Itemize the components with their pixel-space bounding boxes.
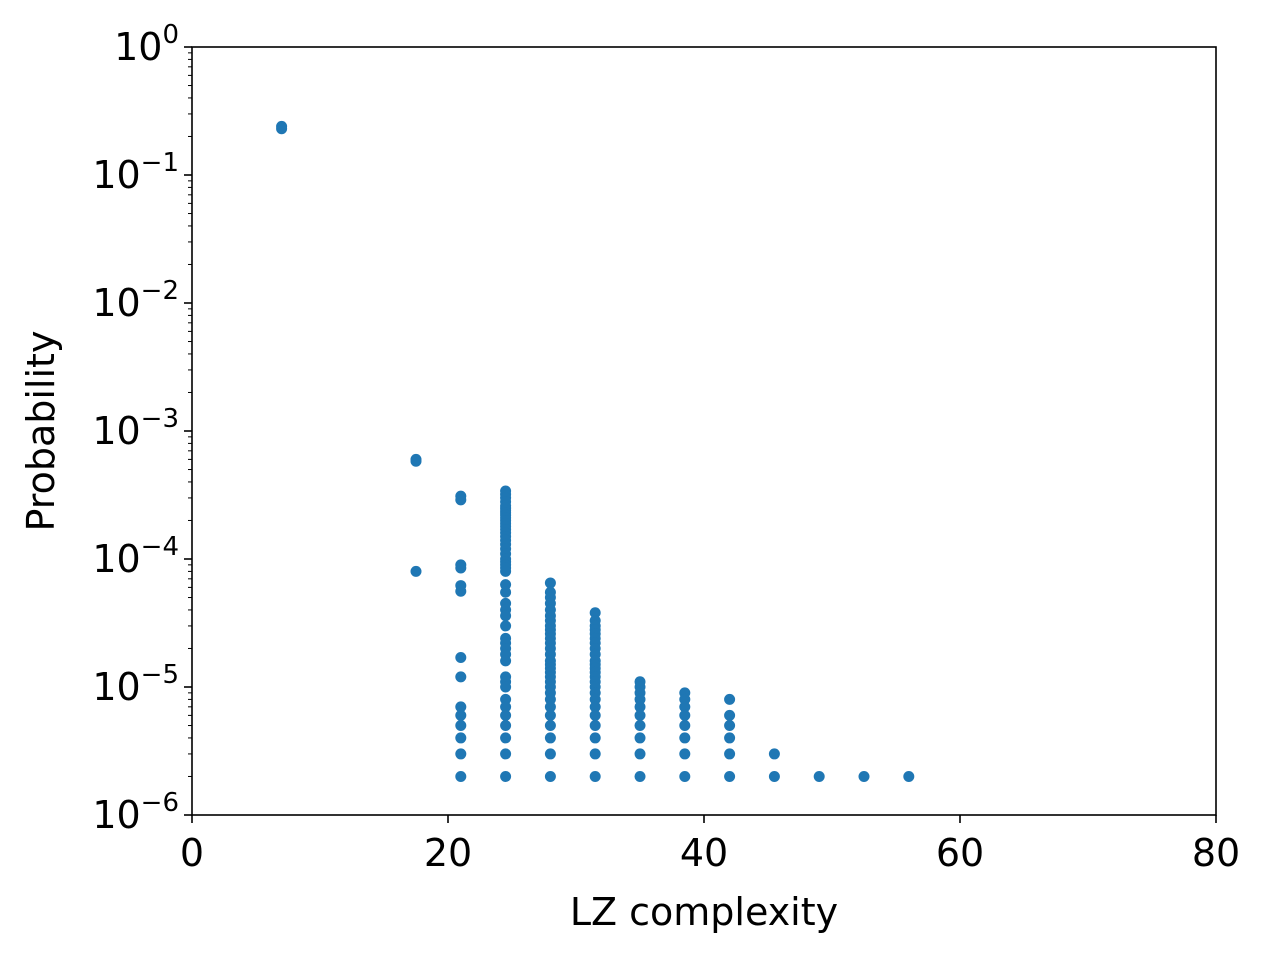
x-tick-label: 0	[180, 831, 204, 875]
data-point	[724, 770, 736, 782]
data-point	[544, 770, 556, 782]
y-tick-label: 10−6	[92, 788, 179, 837]
data-point	[589, 770, 601, 782]
data-point	[410, 565, 422, 577]
y-tick-label: 100	[114, 20, 179, 69]
data-point	[500, 579, 512, 591]
y-axis-label: Probability	[19, 331, 63, 532]
data-point	[500, 565, 512, 577]
data-point	[500, 748, 512, 760]
data-point	[589, 732, 601, 744]
x-tick-label: 20	[424, 831, 472, 875]
data-point	[634, 720, 646, 732]
data-point	[679, 732, 691, 744]
data-point	[500, 681, 512, 693]
data-point	[455, 671, 467, 683]
data-point	[455, 562, 467, 574]
data-point	[500, 732, 512, 744]
data-point	[589, 748, 601, 760]
data-point	[903, 770, 915, 782]
x-tick-label: 60	[936, 831, 984, 875]
data-point	[500, 610, 512, 622]
data-point	[500, 709, 512, 721]
data-point	[724, 709, 736, 721]
y-tick-label: 10−1	[92, 148, 179, 197]
data-point	[634, 732, 646, 744]
data-point	[455, 585, 467, 597]
data-point	[634, 770, 646, 782]
y-tick-label: 10−3	[92, 404, 179, 453]
data-point	[276, 123, 288, 135]
data-point	[679, 701, 691, 713]
data-point	[679, 709, 691, 721]
data-point	[679, 748, 691, 760]
y-tick-label: 10−2	[92, 276, 179, 325]
data-point	[455, 494, 467, 506]
data-point	[544, 720, 556, 732]
data-point	[500, 655, 512, 667]
data-point	[500, 586, 512, 598]
data-point	[724, 693, 736, 705]
data-point	[455, 709, 467, 721]
data-point	[544, 701, 556, 713]
data-point	[544, 709, 556, 721]
data-point	[410, 455, 422, 467]
data-point	[589, 709, 601, 721]
data-point	[455, 748, 467, 760]
data-point	[500, 720, 512, 732]
data-point	[634, 701, 646, 713]
x-tick-label: 40	[680, 831, 728, 875]
x-axis-label: LZ complexity	[570, 890, 838, 934]
data-point	[589, 701, 601, 713]
data-point	[455, 720, 467, 732]
x-tick-label: 80	[1192, 831, 1240, 875]
data-point	[500, 701, 512, 713]
data-point	[679, 720, 691, 732]
data-point	[500, 770, 512, 782]
data-point	[679, 770, 691, 782]
data-point	[634, 709, 646, 721]
data-point	[589, 607, 601, 619]
y-tick-label: 10−5	[92, 660, 179, 709]
data-point	[813, 770, 825, 782]
data-point	[634, 748, 646, 760]
data-point	[455, 732, 467, 744]
points-layer	[276, 120, 915, 782]
data-point	[455, 770, 467, 782]
data-point	[544, 748, 556, 760]
data-point	[768, 748, 780, 760]
y-tick-label: 10−4	[92, 532, 179, 581]
data-point	[455, 701, 467, 713]
data-point	[544, 577, 556, 589]
data-point	[724, 732, 736, 744]
plot-frame	[191, 46, 1217, 816]
data-point	[724, 748, 736, 760]
data-point	[858, 770, 870, 782]
data-point	[500, 620, 512, 632]
data-point	[544, 732, 556, 744]
data-point	[724, 720, 736, 732]
ticks-layer: 0 20 40 60 80 100 10−1 10−2 10−3 10−4 10−5 10−6	[92, 20, 1240, 875]
data-point	[589, 720, 601, 732]
data-point	[768, 770, 780, 782]
data-point	[455, 652, 467, 664]
